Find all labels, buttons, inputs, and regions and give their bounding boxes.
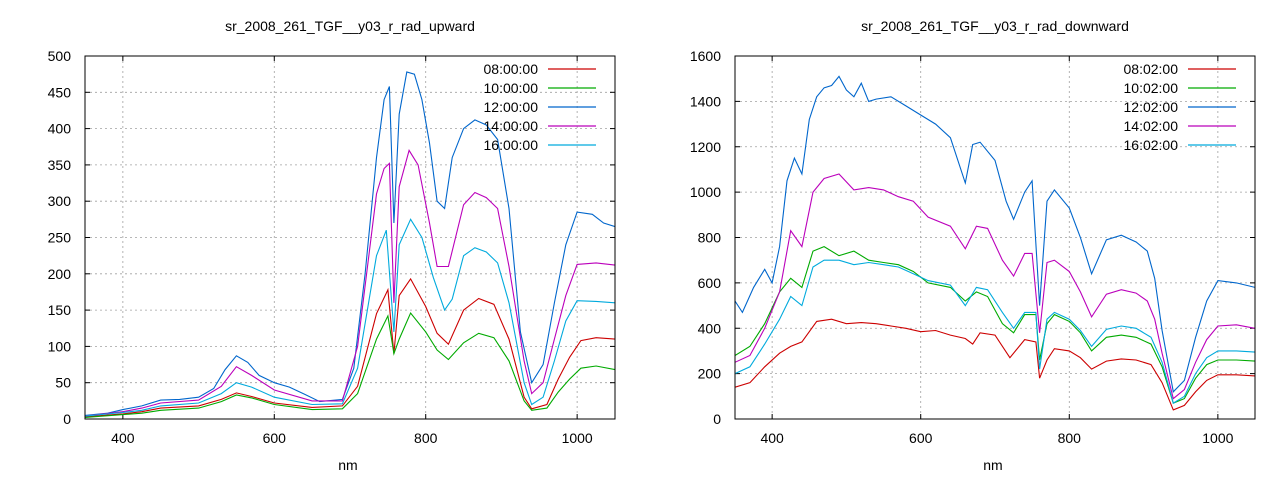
legend-label: 08:00:00 (484, 61, 539, 77)
x-tick-label: 800 (414, 430, 438, 446)
y-tick-label: 400 (48, 121, 72, 137)
y-tick-label: 1600 (690, 48, 721, 64)
series-line-140000 (85, 149, 615, 417)
legend-label: 08:02:00 (1124, 61, 1179, 77)
x-tick-label: 600 (909, 430, 933, 446)
x-tick-label: 800 (1058, 430, 1082, 446)
series-line-100000 (85, 311, 615, 419)
y-tick-label: 600 (698, 275, 722, 291)
y-tick-label: 1000 (690, 184, 721, 200)
legend-label: 12:00:00 (484, 99, 539, 115)
series-line-120000 (85, 71, 615, 416)
chart-title: sr_2008_261_TGF__y03_r_rad_upward (225, 18, 475, 34)
series-line-140200 (735, 173, 1255, 400)
upward-radiance-chart: sr_2008_261_TGF__y03_r_rad_upward nm 400… (48, 18, 616, 473)
y-tick-label: 200 (698, 366, 722, 382)
y-tick-label: 150 (48, 302, 72, 318)
y-tick-label: 350 (48, 157, 72, 173)
legend-label: 10:00:00 (484, 80, 539, 96)
series-line-100200 (735, 245, 1255, 404)
legend-label: 12:02:00 (1124, 99, 1179, 115)
x-tick-label: 1000 (1202, 430, 1233, 446)
series-line-080200 (735, 318, 1255, 411)
x-tick-label: 600 (263, 430, 287, 446)
legend-label: 14:02:00 (1124, 118, 1179, 134)
x-axis-label: nm (983, 457, 1002, 473)
chart-title: sr_2008_261_TGF__y03_r_rad_downward (861, 18, 1129, 34)
y-tick-label: 0 (63, 411, 71, 427)
y-tick-label: 1200 (690, 139, 721, 155)
legend-label: 10:02:00 (1124, 80, 1179, 96)
y-tick-label: 500 (48, 48, 72, 64)
plot-frame (734, 55, 1256, 420)
legend-label: 16:02:00 (1124, 137, 1179, 153)
y-tick-label: 800 (698, 230, 722, 246)
series-line-080000 (85, 277, 615, 418)
y-tick-label: 200 (48, 266, 72, 282)
y-tick-label: 400 (698, 320, 722, 336)
x-axis-label: nm (338, 457, 357, 473)
y-tick-label: 1400 (690, 93, 721, 109)
series-line-160000 (85, 218, 615, 417)
y-tick-label: 100 (48, 338, 72, 354)
y-tick-label: 50 (55, 375, 71, 391)
series-line-160200 (735, 259, 1255, 404)
x-tick-label: 400 (760, 430, 784, 446)
y-tick-label: 450 (48, 84, 72, 100)
y-tick-label: 0 (713, 411, 721, 427)
x-tick-label: 400 (111, 430, 135, 446)
series-line-120200 (735, 75, 1255, 393)
legend-label: 16:00:00 (484, 137, 539, 153)
y-tick-label: 300 (48, 193, 72, 209)
x-tick-label: 1000 (562, 430, 593, 446)
downward-radiance-chart: sr_2008_261_TGF__y03_r_rad_downward nm 4… (690, 18, 1256, 473)
legend-label: 14:00:00 (484, 118, 539, 134)
y-tick-label: 250 (48, 230, 72, 246)
plot-frame (84, 55, 616, 420)
